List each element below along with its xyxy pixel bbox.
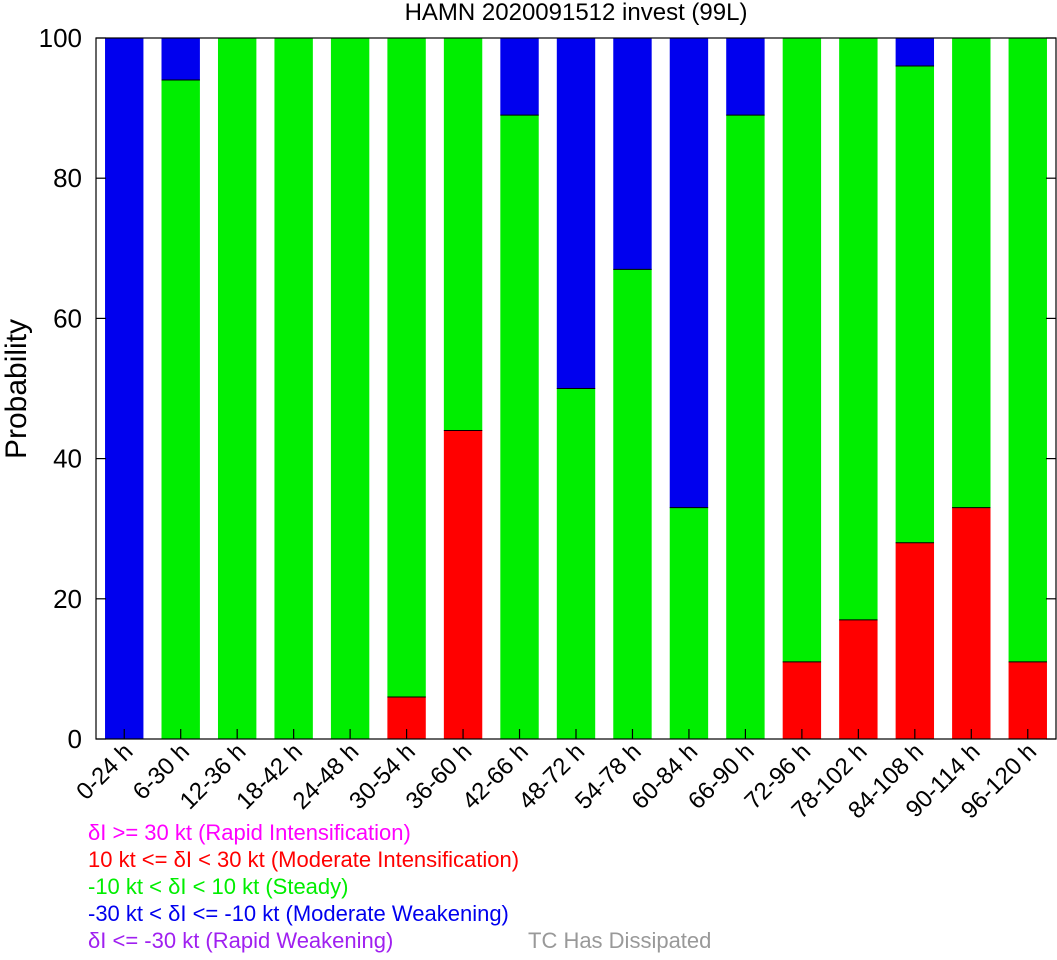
bar-segment <box>839 619 878 739</box>
legend-entry: -10 kt < δI < 10 kt (Steady) <box>88 874 349 899</box>
bar-segment <box>895 66 935 543</box>
bar-segment <box>161 80 200 739</box>
legend-entry: TC Has Dissipated <box>528 928 712 953</box>
bar-segment <box>387 38 426 697</box>
y-tick-label: 100 <box>39 23 82 53</box>
bar-segment <box>669 507 709 739</box>
bar-segment <box>274 38 313 739</box>
bar-segment <box>839 38 878 620</box>
y-axis-label: Probability <box>0 319 33 459</box>
chart-title: HAMN 2020091512 invest (99L) <box>405 0 748 26</box>
bars-group <box>105 37 1047 740</box>
bar-segment <box>1008 38 1047 662</box>
legend-entry: δI >= 30 kt (Rapid Intensification) <box>88 820 411 845</box>
bar-segment <box>556 388 596 739</box>
y-tick-label: 80 <box>53 163 82 193</box>
bar-segment <box>613 269 652 739</box>
bar-segment <box>217 38 257 739</box>
bar-segment <box>895 38 935 67</box>
bar-segment <box>952 507 991 739</box>
bar-segment <box>443 38 483 431</box>
bar-segment <box>726 38 765 116</box>
bar-segment <box>161 38 200 81</box>
bar-segment <box>782 38 822 662</box>
y-tick-label: 0 <box>68 724 82 754</box>
plot-frame <box>95 37 1057 740</box>
bar-segment <box>1008 661 1047 739</box>
y-tick-label: 40 <box>53 444 82 474</box>
bar-segment <box>330 38 370 739</box>
y-tick-label: 60 <box>53 303 82 333</box>
y-tick-label: 20 <box>53 584 82 614</box>
bar-segment <box>613 38 652 270</box>
bar-segment <box>105 38 144 739</box>
bar-segment <box>669 38 709 508</box>
bar-segment <box>500 115 539 740</box>
bar-segment <box>895 542 935 739</box>
x-ticks-group: 0-24 h6-30 h12-36 h18-42 h24-48 h30-54 h… <box>71 729 1042 824</box>
bar-segment <box>500 38 539 116</box>
legend-entry: 10 kt <= δI < 30 kt (Moderate Intensific… <box>88 847 520 872</box>
bar-segment <box>782 661 822 739</box>
bar-segment <box>556 38 596 389</box>
y-ticks-group: 0 20 40 60 80 100 <box>39 23 1056 754</box>
legend-entry: -30 kt < δI <= -10 kt (Moderate Weakenin… <box>88 901 509 926</box>
bar-segment <box>726 115 765 740</box>
bar-segment <box>443 430 483 739</box>
bar-segment <box>952 38 991 508</box>
legend-entry: δI <= -30 kt (Rapid Weakening) <box>88 928 394 953</box>
